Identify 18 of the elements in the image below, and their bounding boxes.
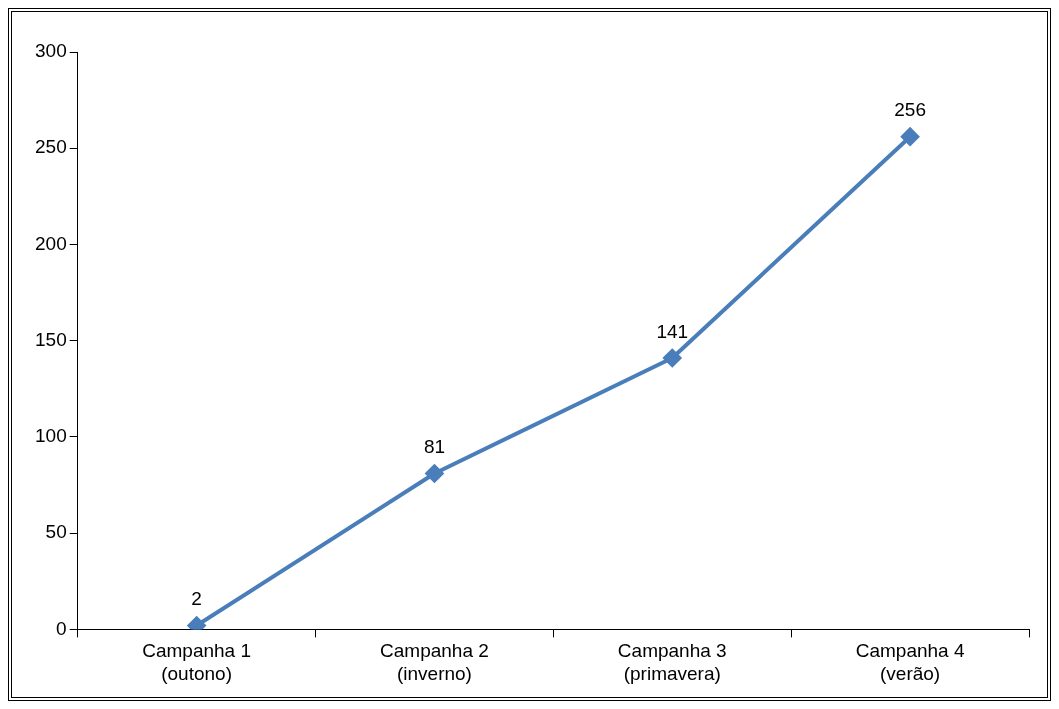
data-label: 2 [191, 588, 202, 610]
x-tick-label: Campanha 1 (outono) [142, 640, 252, 684]
y-tick-label: 250 [35, 136, 67, 158]
data-label: 81 [423, 436, 446, 458]
x-tick-label: Campanha 3 (primavera) [617, 640, 727, 684]
data-label: 256 [894, 99, 926, 121]
y-tick-label: 0 [56, 617, 67, 639]
y-tick-label: 100 [35, 425, 67, 447]
y-tick-label: 300 [35, 40, 67, 62]
x-tick-label: Campanha 4 (verão) [855, 640, 965, 684]
data-label: 141 [656, 320, 689, 342]
x-tick-label: Campanha 2 (inverno) [380, 640, 489, 684]
point [425, 464, 444, 483]
y-tick-label: 200 [35, 232, 67, 254]
point [901, 127, 920, 146]
y-tick-label: 150 [35, 328, 67, 350]
y-tick-label: 50 [45, 521, 67, 543]
point [663, 349, 682, 368]
